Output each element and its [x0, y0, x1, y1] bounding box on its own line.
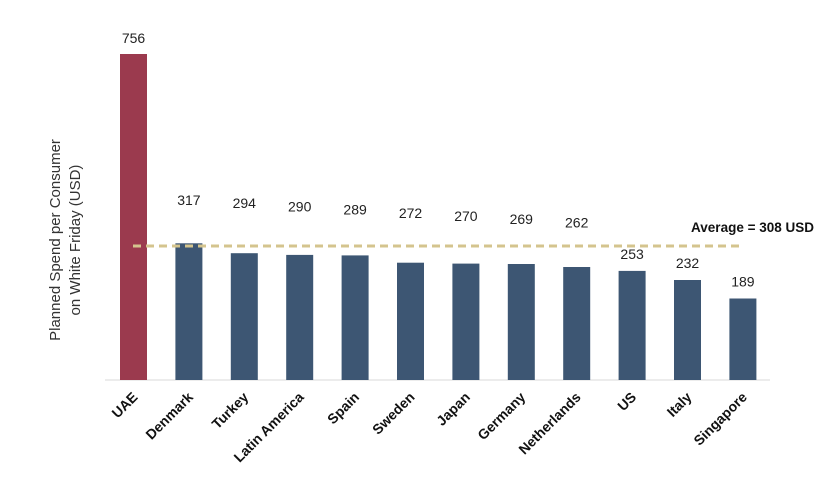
- bars-group: [120, 54, 757, 380]
- value-label: 289: [343, 202, 367, 218]
- y-axis-title: Planned Spend per Consumer on White Frid…: [47, 139, 84, 341]
- value-label: 270: [454, 208, 478, 224]
- value-label: 272: [399, 205, 423, 221]
- value-label: 189: [731, 274, 755, 290]
- category-label: Italy: [663, 389, 694, 420]
- average-label: Average = 308 USD: [691, 220, 814, 235]
- category-label: Germany: [474, 389, 528, 443]
- category-label: Spain: [324, 389, 362, 427]
- bar-spain: [341, 255, 369, 380]
- value-label: 317: [177, 192, 201, 208]
- bar-italy: [674, 280, 701, 380]
- bar-us: [618, 270, 646, 380]
- bar-denmark: [175, 243, 203, 380]
- category-label: Japan: [433, 389, 473, 429]
- bar-germany: [507, 264, 535, 380]
- category-label: UAE: [108, 389, 140, 421]
- category-label: US: [614, 389, 639, 414]
- value-label: 294: [233, 195, 257, 211]
- category-label: Singapore: [690, 389, 750, 449]
- value-label: 253: [620, 246, 644, 262]
- bar-uae: [120, 54, 147, 380]
- y-axis-title-line-2: on White Friday (USD): [67, 165, 84, 316]
- value-label: 262: [565, 214, 589, 230]
- bar-singapore: [729, 298, 757, 380]
- y-axis-title-line-1: Planned Spend per Consumer: [47, 139, 64, 341]
- bar-latin-america: [286, 254, 314, 380]
- bar-sweden: [397, 262, 424, 380]
- value-label: 232: [676, 255, 700, 271]
- bar-netherlands: [563, 267, 591, 380]
- category-label: Denmark: [142, 389, 196, 443]
- value-label: 756: [122, 30, 146, 46]
- category-label: Sweden: [369, 389, 418, 438]
- value-labels-group: 756 317 294 290 289 272 270 269 262 253 232 189: [122, 30, 755, 290]
- bar-turkey: [230, 253, 258, 380]
- category-label: Turkey: [208, 389, 251, 432]
- bar-japan: [452, 263, 480, 380]
- value-label: 269: [510, 211, 534, 227]
- value-label: 290: [288, 198, 312, 214]
